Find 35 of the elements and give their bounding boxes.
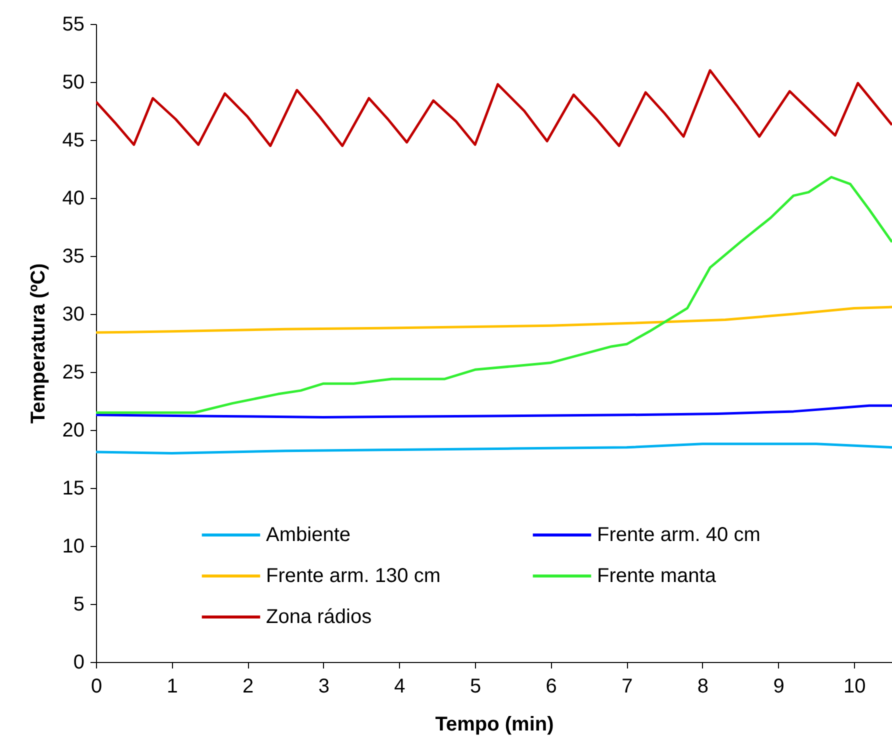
- y-tick-label: 25: [62, 362, 84, 384]
- y-tick-label: 10: [62, 536, 84, 558]
- legend-label: Frente arm. 40 cm: [597, 524, 760, 546]
- line-series: [96, 404, 892, 418]
- x-tick-label: 0: [90, 676, 102, 698]
- y-tick-label: 30: [62, 304, 84, 326]
- y-tick-label: 35: [62, 246, 84, 268]
- x-tick-label: 1: [166, 676, 178, 698]
- x-tick-label: 7: [622, 676, 633, 698]
- x-axis-title: Tempo (min): [435, 714, 554, 736]
- x-tick-label: 6: [546, 676, 557, 698]
- y-tick-label: 15: [62, 478, 84, 500]
- y-tick-label: 50: [62, 72, 84, 94]
- x-tick-label: 10: [843, 676, 866, 698]
- y-tick-label: 55: [62, 14, 84, 36]
- x-tick-label: 9: [773, 676, 784, 698]
- legend-label: Frente manta: [597, 565, 717, 587]
- y-tick-label: 20: [62, 420, 84, 442]
- y-tick-label: 0: [73, 652, 84, 674]
- line-series: [96, 306, 892, 334]
- line-series: [96, 442, 892, 454]
- x-tick-label: 3: [318, 676, 330, 698]
- legend-label: Zona rádios: [266, 606, 372, 628]
- line-series: [96, 69, 892, 148]
- y-tick-label: 40: [62, 188, 84, 210]
- x-tick-label: 8: [697, 676, 709, 698]
- legend-label: Frente arm. 130 cm: [266, 565, 441, 587]
- y-axis-title: Temperatura (ºC): [27, 263, 50, 424]
- line-series: [96, 176, 892, 414]
- legend-label: Ambiente: [266, 524, 350, 546]
- x-tick-label: 2: [242, 676, 254, 698]
- x-tick-label: 4: [394, 676, 406, 698]
- y-tick-label: 45: [62, 130, 84, 152]
- x-tick-label: 5: [470, 676, 482, 698]
- y-tick-label: 5: [73, 594, 84, 616]
